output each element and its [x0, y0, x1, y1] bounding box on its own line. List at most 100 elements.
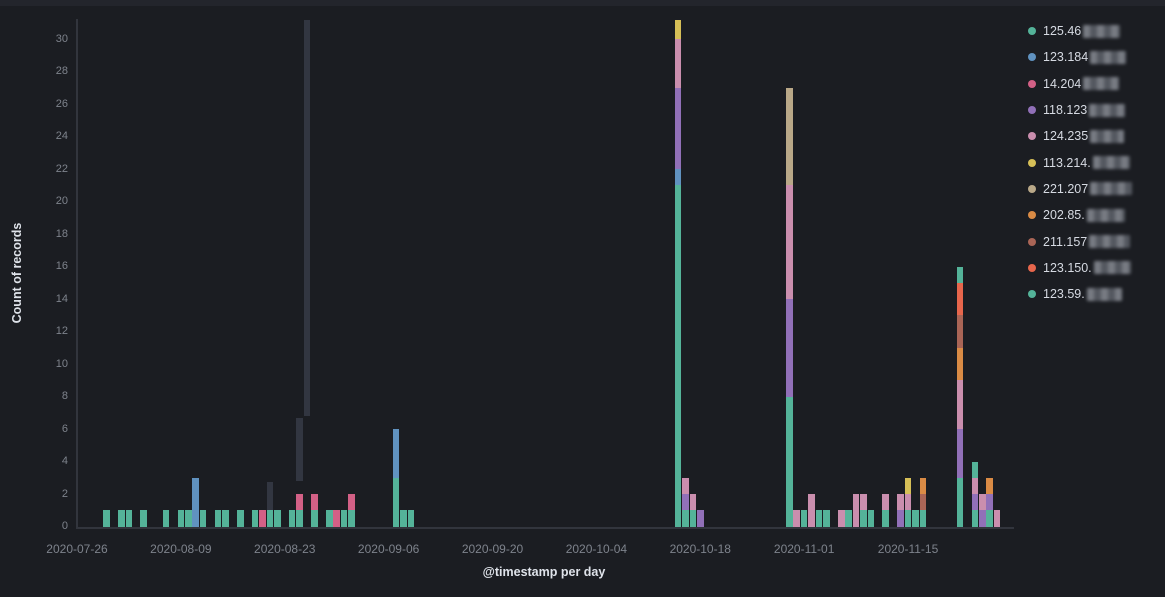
- bar-segment[interactable]: [860, 494, 867, 511]
- legend-label[interactable]: 113.214.: [1043, 155, 1091, 170]
- legend-item[interactable]: 123.59.: [1028, 281, 1132, 307]
- legend-item[interactable]: 113.214.: [1028, 149, 1132, 175]
- bar-segment[interactable]: [986, 510, 993, 527]
- legend-color-dot[interactable]: [1028, 132, 1036, 141]
- bar-segment[interactable]: [978, 510, 986, 527]
- bar-segment[interactable]: [971, 494, 979, 511]
- bar-segment[interactable]: [986, 494, 993, 511]
- bar-segment[interactable]: [199, 510, 207, 527]
- legend-item[interactable]: 211.157: [1028, 228, 1132, 254]
- bar-segment[interactable]: [867, 510, 875, 527]
- bar-segment[interactable]: [897, 494, 904, 511]
- bar-segment[interactable]: [118, 510, 125, 527]
- bar-segment[interactable]: [296, 494, 303, 511]
- bar-segment[interactable]: [837, 510, 845, 527]
- bar-segment[interactable]: [956, 477, 964, 527]
- bar-segment[interactable]: [919, 510, 927, 527]
- legend-label[interactable]: 125.46: [1043, 24, 1082, 39]
- bar-segment[interactable]: [904, 494, 912, 511]
- legend-item[interactable]: 123.150.: [1028, 255, 1132, 281]
- legend-item[interactable]: 124.235: [1028, 123, 1132, 149]
- bar-segment[interactable]: [897, 510, 904, 527]
- bar-segment[interactable]: [392, 477, 400, 527]
- muted-bar-segment[interactable]: [296, 418, 303, 481]
- legend-color-dot[interactable]: [1028, 290, 1036, 299]
- legend-label[interactable]: 211.157: [1043, 234, 1088, 249]
- legend-color-dot[interactable]: [1028, 79, 1036, 88]
- muted-bar-segment[interactable]: [266, 481, 274, 511]
- bar-segment[interactable]: [348, 510, 355, 527]
- bar-segment[interactable]: [192, 477, 199, 527]
- bar-segment[interactable]: [852, 494, 860, 527]
- bar-segment[interactable]: [808, 494, 815, 527]
- bar-segment[interactable]: [682, 494, 689, 511]
- bar-segment[interactable]: [793, 510, 801, 527]
- bar-segment[interactable]: [674, 185, 682, 527]
- bar-segment[interactable]: [674, 169, 682, 186]
- bar-segment[interactable]: [904, 510, 912, 527]
- bar-segment[interactable]: [274, 510, 281, 527]
- legend-color-dot[interactable]: [1028, 184, 1036, 193]
- bar-segment[interactable]: [400, 510, 407, 527]
- bar-segment[interactable]: [993, 510, 1001, 527]
- bar-segment[interactable]: [786, 87, 793, 186]
- bar-segment[interactable]: [266, 510, 274, 527]
- bar-segment[interactable]: [845, 510, 852, 527]
- bar-segment[interactable]: [971, 477, 979, 494]
- legend-item[interactable]: 125.46: [1028, 18, 1132, 44]
- bar-segment[interactable]: [348, 494, 355, 511]
- legend-label[interactable]: 221.207: [1043, 181, 1089, 196]
- bar-segment[interactable]: [786, 185, 793, 299]
- bar-segment[interactable]: [407, 510, 415, 527]
- legend-color-dot[interactable]: [1028, 106, 1036, 115]
- bar-segment[interactable]: [919, 494, 927, 511]
- bar-segment[interactable]: [222, 510, 229, 527]
- bar-segment[interactable]: [251, 510, 259, 527]
- bar-segment[interactable]: [919, 477, 927, 494]
- bar-segment[interactable]: [214, 510, 222, 527]
- bar-segment[interactable]: [674, 19, 682, 39]
- bar-segment[interactable]: [882, 510, 890, 527]
- bar-segment[interactable]: [682, 477, 689, 494]
- bar-segment[interactable]: [682, 510, 689, 527]
- bar-segment[interactable]: [956, 315, 964, 348]
- bar-segment[interactable]: [674, 39, 682, 88]
- bar-segment[interactable]: [333, 510, 340, 527]
- bar-segment[interactable]: [125, 510, 133, 527]
- bar-segment[interactable]: [236, 510, 244, 527]
- bar-segment[interactable]: [162, 510, 170, 527]
- bar-segment[interactable]: [103, 510, 110, 527]
- bar-segment[interactable]: [689, 510, 697, 527]
- legend-color-dot[interactable]: [1028, 53, 1036, 62]
- bar-segment[interactable]: [259, 510, 266, 527]
- muted-bar-segment[interactable]: [303, 19, 311, 416]
- bar-segment[interactable]: [288, 510, 296, 527]
- bar-segment[interactable]: [904, 477, 912, 494]
- bar-segment[interactable]: [786, 396, 793, 527]
- legend-label[interactable]: 123.150.: [1043, 260, 1092, 275]
- bar-segment[interactable]: [185, 510, 192, 527]
- bar-segment[interactable]: [956, 266, 964, 283]
- bar-segment[interactable]: [311, 510, 318, 527]
- bar-segment[interactable]: [696, 510, 704, 527]
- bar-segment[interactable]: [823, 510, 830, 527]
- bar-segment[interactable]: [815, 510, 823, 527]
- legend-item[interactable]: 202.85.: [1028, 202, 1132, 228]
- legend-label[interactable]: 202.85.: [1043, 208, 1085, 223]
- legend-item[interactable]: 14.204: [1028, 71, 1132, 97]
- bar-segment[interactable]: [956, 380, 964, 429]
- legend-item[interactable]: 118.123: [1028, 97, 1132, 123]
- bar-segment[interactable]: [971, 461, 979, 478]
- legend-color-dot[interactable]: [1028, 211, 1036, 220]
- legend-color-dot[interactable]: [1028, 158, 1036, 167]
- bar-segment[interactable]: [786, 299, 793, 397]
- bar-segment[interactable]: [325, 510, 333, 527]
- legend-color-dot[interactable]: [1028, 263, 1036, 272]
- bar-segment[interactable]: [971, 510, 979, 527]
- bar-segment[interactable]: [860, 510, 867, 527]
- bar-segment[interactable]: [800, 510, 808, 527]
- bar-segment[interactable]: [311, 494, 318, 511]
- bar-segment[interactable]: [177, 510, 185, 527]
- bar-segment[interactable]: [978, 494, 986, 511]
- legend-color-dot[interactable]: [1028, 27, 1036, 36]
